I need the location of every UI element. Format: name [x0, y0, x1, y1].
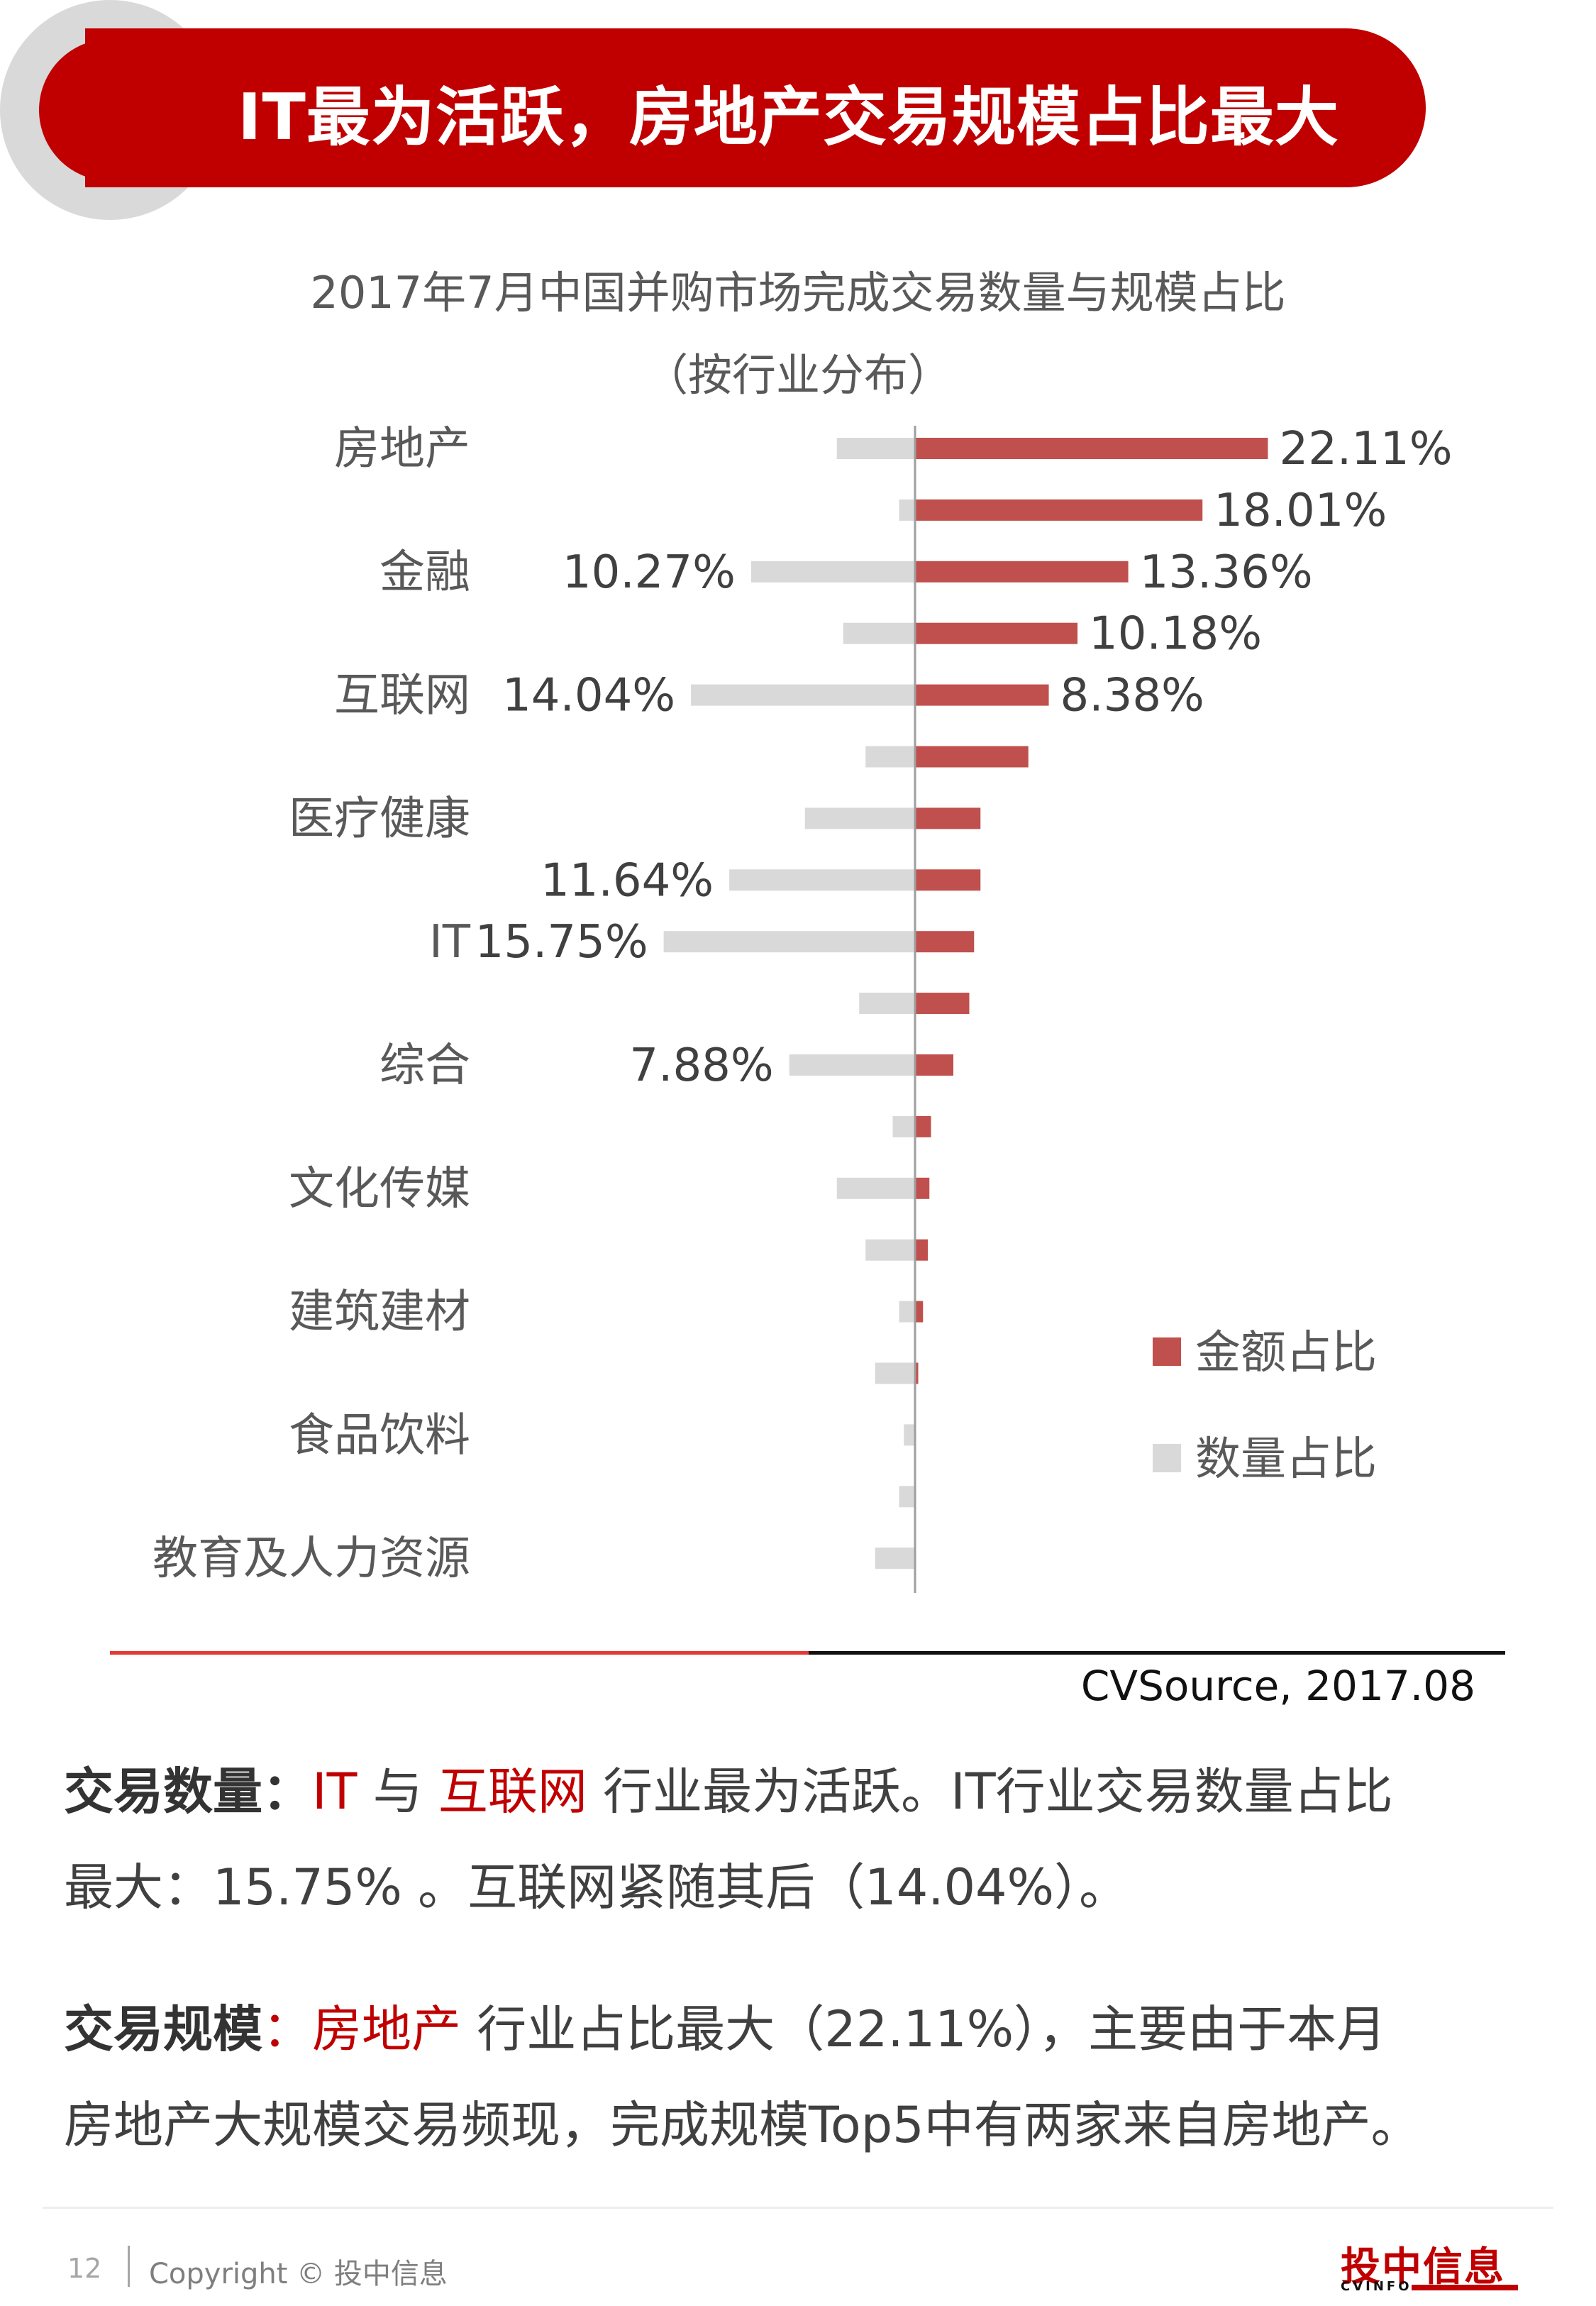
brand-logo: 投中信息 CVINFO	[1341, 2235, 1532, 2299]
chart-source: CVSource, 2017.08	[1080, 1662, 1475, 1710]
p1-highlight-it: IT	[312, 1762, 358, 1821]
p1-connector: 与	[357, 1762, 438, 1821]
copyright-text: Copyright © 投中信息	[149, 2258, 448, 2290]
count-bar	[663, 931, 915, 953]
count-bar	[899, 1486, 915, 1508]
amount-bar	[915, 622, 1078, 644]
page-number: 12	[67, 2253, 102, 2284]
paragraph-transaction-count: 交易数量：IT 与 互联网 行业最为活跃。IT行业交易数量占比	[64, 1742, 1393, 1841]
count-data-label: 11.64%	[541, 854, 714, 907]
count-bar	[804, 807, 915, 829]
count-bar	[865, 1239, 915, 1261]
count-bar	[899, 1301, 915, 1323]
amount-bar	[915, 561, 1129, 583]
category-tick-label: 医疗健康	[289, 793, 470, 845]
p1-heading: 交易数量：	[64, 1762, 312, 1821]
p2-highlight-realestate: 房地产	[312, 2000, 461, 2058]
count-bar	[899, 499, 915, 521]
count-bar	[691, 684, 915, 706]
amount-bar	[915, 1239, 928, 1261]
divider-black	[809, 1651, 1505, 1655]
logo-bar	[1412, 2285, 1518, 2290]
p2-heading: 交易规模	[64, 2000, 262, 2058]
p2-colon: ：	[262, 2000, 312, 2058]
bar-chart: 22.11% 18.01% 13.36% 10.27% 10.18% 8.38% 14.04…	[153, 423, 1453, 1593]
count-bar	[789, 1054, 915, 1076]
footer-divider	[43, 2207, 1553, 2209]
legend-swatch	[1153, 1444, 1181, 1472]
amount-data-label: 22.11%	[1279, 423, 1452, 475]
category-tick-label: 文化传媒	[289, 1163, 470, 1215]
legend-label: 金额占比	[1195, 1327, 1377, 1379]
category-tick-label: 金融	[379, 546, 470, 599]
p1-text: 行业最为活跃。IT行业交易数量占比	[587, 1762, 1393, 1821]
legend-swatch	[1153, 1337, 1181, 1366]
paragraph-transaction-count-line2: 最大：15.75% 。互联网紧随其后（14.04%）。	[64, 1858, 1129, 1916]
amount-bar	[915, 1362, 919, 1384]
count-bar	[904, 1424, 915, 1446]
amount-bar	[915, 807, 981, 829]
p1-highlight-internet: 互联网	[438, 1762, 587, 1821]
amount-bar	[915, 1115, 931, 1137]
count-data-label: 14.04%	[502, 670, 675, 722]
count-bar	[836, 1177, 915, 1199]
count-bar	[875, 1548, 915, 1569]
chart-subtitle: （按行业分布）	[643, 349, 952, 401]
count-bar	[836, 438, 915, 459]
amount-bar	[915, 684, 1049, 706]
p2-text: 行业占比最大（22.11%），主要由于本月	[461, 2000, 1387, 2058]
amount-bar	[915, 931, 975, 953]
header-banner	[85, 28, 1426, 187]
amount-data-label: 8.38%	[1060, 670, 1204, 722]
category-tick-label: 建筑建材	[289, 1286, 470, 1339]
logo-subtext: CVINFO	[1341, 2279, 1412, 2294]
page-title: IT最为活跃，房地产交易规模占比最大	[238, 80, 1339, 155]
amount-bar	[915, 499, 1203, 521]
category-tick-label: IT	[429, 916, 471, 969]
count-bar	[750, 561, 915, 583]
count-data-label: 7.88%	[629, 1039, 773, 1092]
amount-bar	[915, 1301, 924, 1323]
footer-separator	[128, 2246, 130, 2287]
category-tick-label: 教育及人力资源	[153, 1533, 470, 1585]
category-tick-label: 互联网	[334, 670, 470, 722]
amount-data-label: 10.18%	[1089, 608, 1262, 661]
amount-bar	[915, 869, 981, 891]
count-bar	[875, 1362, 915, 1384]
amount-bar	[915, 1177, 930, 1199]
amount-bar	[915, 1054, 953, 1076]
paragraph-transaction-scale: 交易规模：房地产 行业占比最大（22.11%），主要由于本月	[64, 1980, 1386, 2079]
count-bar	[859, 993, 915, 1015]
chart-title: 2017年7月中国并购市场完成交易数量与规模占比	[310, 267, 1286, 319]
legend-label: 数量占比	[1195, 1433, 1377, 1486]
count-data-label: 10.27%	[563, 546, 736, 599]
category-tick-label: 房地产	[334, 423, 470, 475]
count-bar	[843, 622, 915, 644]
amount-bar	[915, 993, 970, 1015]
logo-text: 投中信息	[1341, 2244, 1505, 2290]
amount-bar	[915, 438, 1268, 459]
amount-data-label: 18.01%	[1214, 485, 1387, 537]
divider-red	[110, 1651, 809, 1655]
category-tick-label: 综合	[379, 1039, 470, 1092]
count-bar	[892, 1115, 915, 1137]
paragraph-transaction-scale-line2: 房地产大规模交易频现，完成规模Top5中有两家来自房地产。	[64, 2096, 1421, 2154]
count-data-label: 15.75%	[475, 916, 648, 969]
category-tick-label: 食品饮料	[289, 1409, 470, 1462]
count-bar	[729, 869, 915, 891]
count-bar	[865, 746, 915, 768]
amount-data-label: 13.36%	[1140, 546, 1313, 599]
amount-bar	[915, 746, 1029, 768]
